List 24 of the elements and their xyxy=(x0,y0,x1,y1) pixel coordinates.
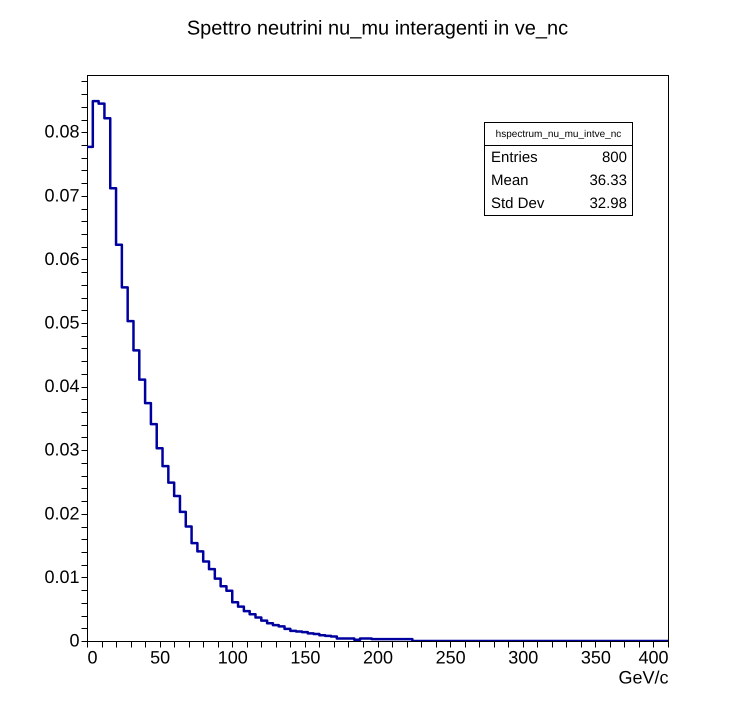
x-tick-label: 50 xyxy=(150,648,170,668)
y-tick-label: 0.08 xyxy=(44,122,80,142)
x-tick-label: 0 xyxy=(88,648,98,668)
x-tick-label: 250 xyxy=(436,648,466,668)
y-tick-label: 0.03 xyxy=(44,440,80,460)
text: Std Dev 32.98 xyxy=(491,195,627,212)
y-tick-label: 0.06 xyxy=(44,248,80,269)
x-tick-label: 350 xyxy=(580,648,611,668)
x-axis-title: GeV/c xyxy=(618,668,668,688)
annotation: hspectrum_nu_mu_intve_nc xyxy=(485,123,632,146)
x-tick-label: 200 xyxy=(362,648,394,668)
chart-title: Spettro neutrini nu_mu interagenti in ve_nc xyxy=(186,17,568,40)
y-tick-label: 0.05 xyxy=(44,312,80,333)
text: Mean 36.33 xyxy=(491,172,627,189)
x-tick-label: 150 xyxy=(290,648,320,668)
y-tick-label: 0.01 xyxy=(44,566,80,587)
y-tick-label: 0 xyxy=(69,630,80,650)
x-tick-label: 300 xyxy=(508,648,538,668)
x-tick-label: 400 xyxy=(638,648,668,668)
y-tick-label: 0.07 xyxy=(44,185,80,206)
x-tick-label: 100 xyxy=(218,648,248,668)
text: Entries 800 xyxy=(491,149,627,166)
y-tick-label: 0.04 xyxy=(44,376,80,396)
y-tick-label: 0.02 xyxy=(44,503,80,524)
